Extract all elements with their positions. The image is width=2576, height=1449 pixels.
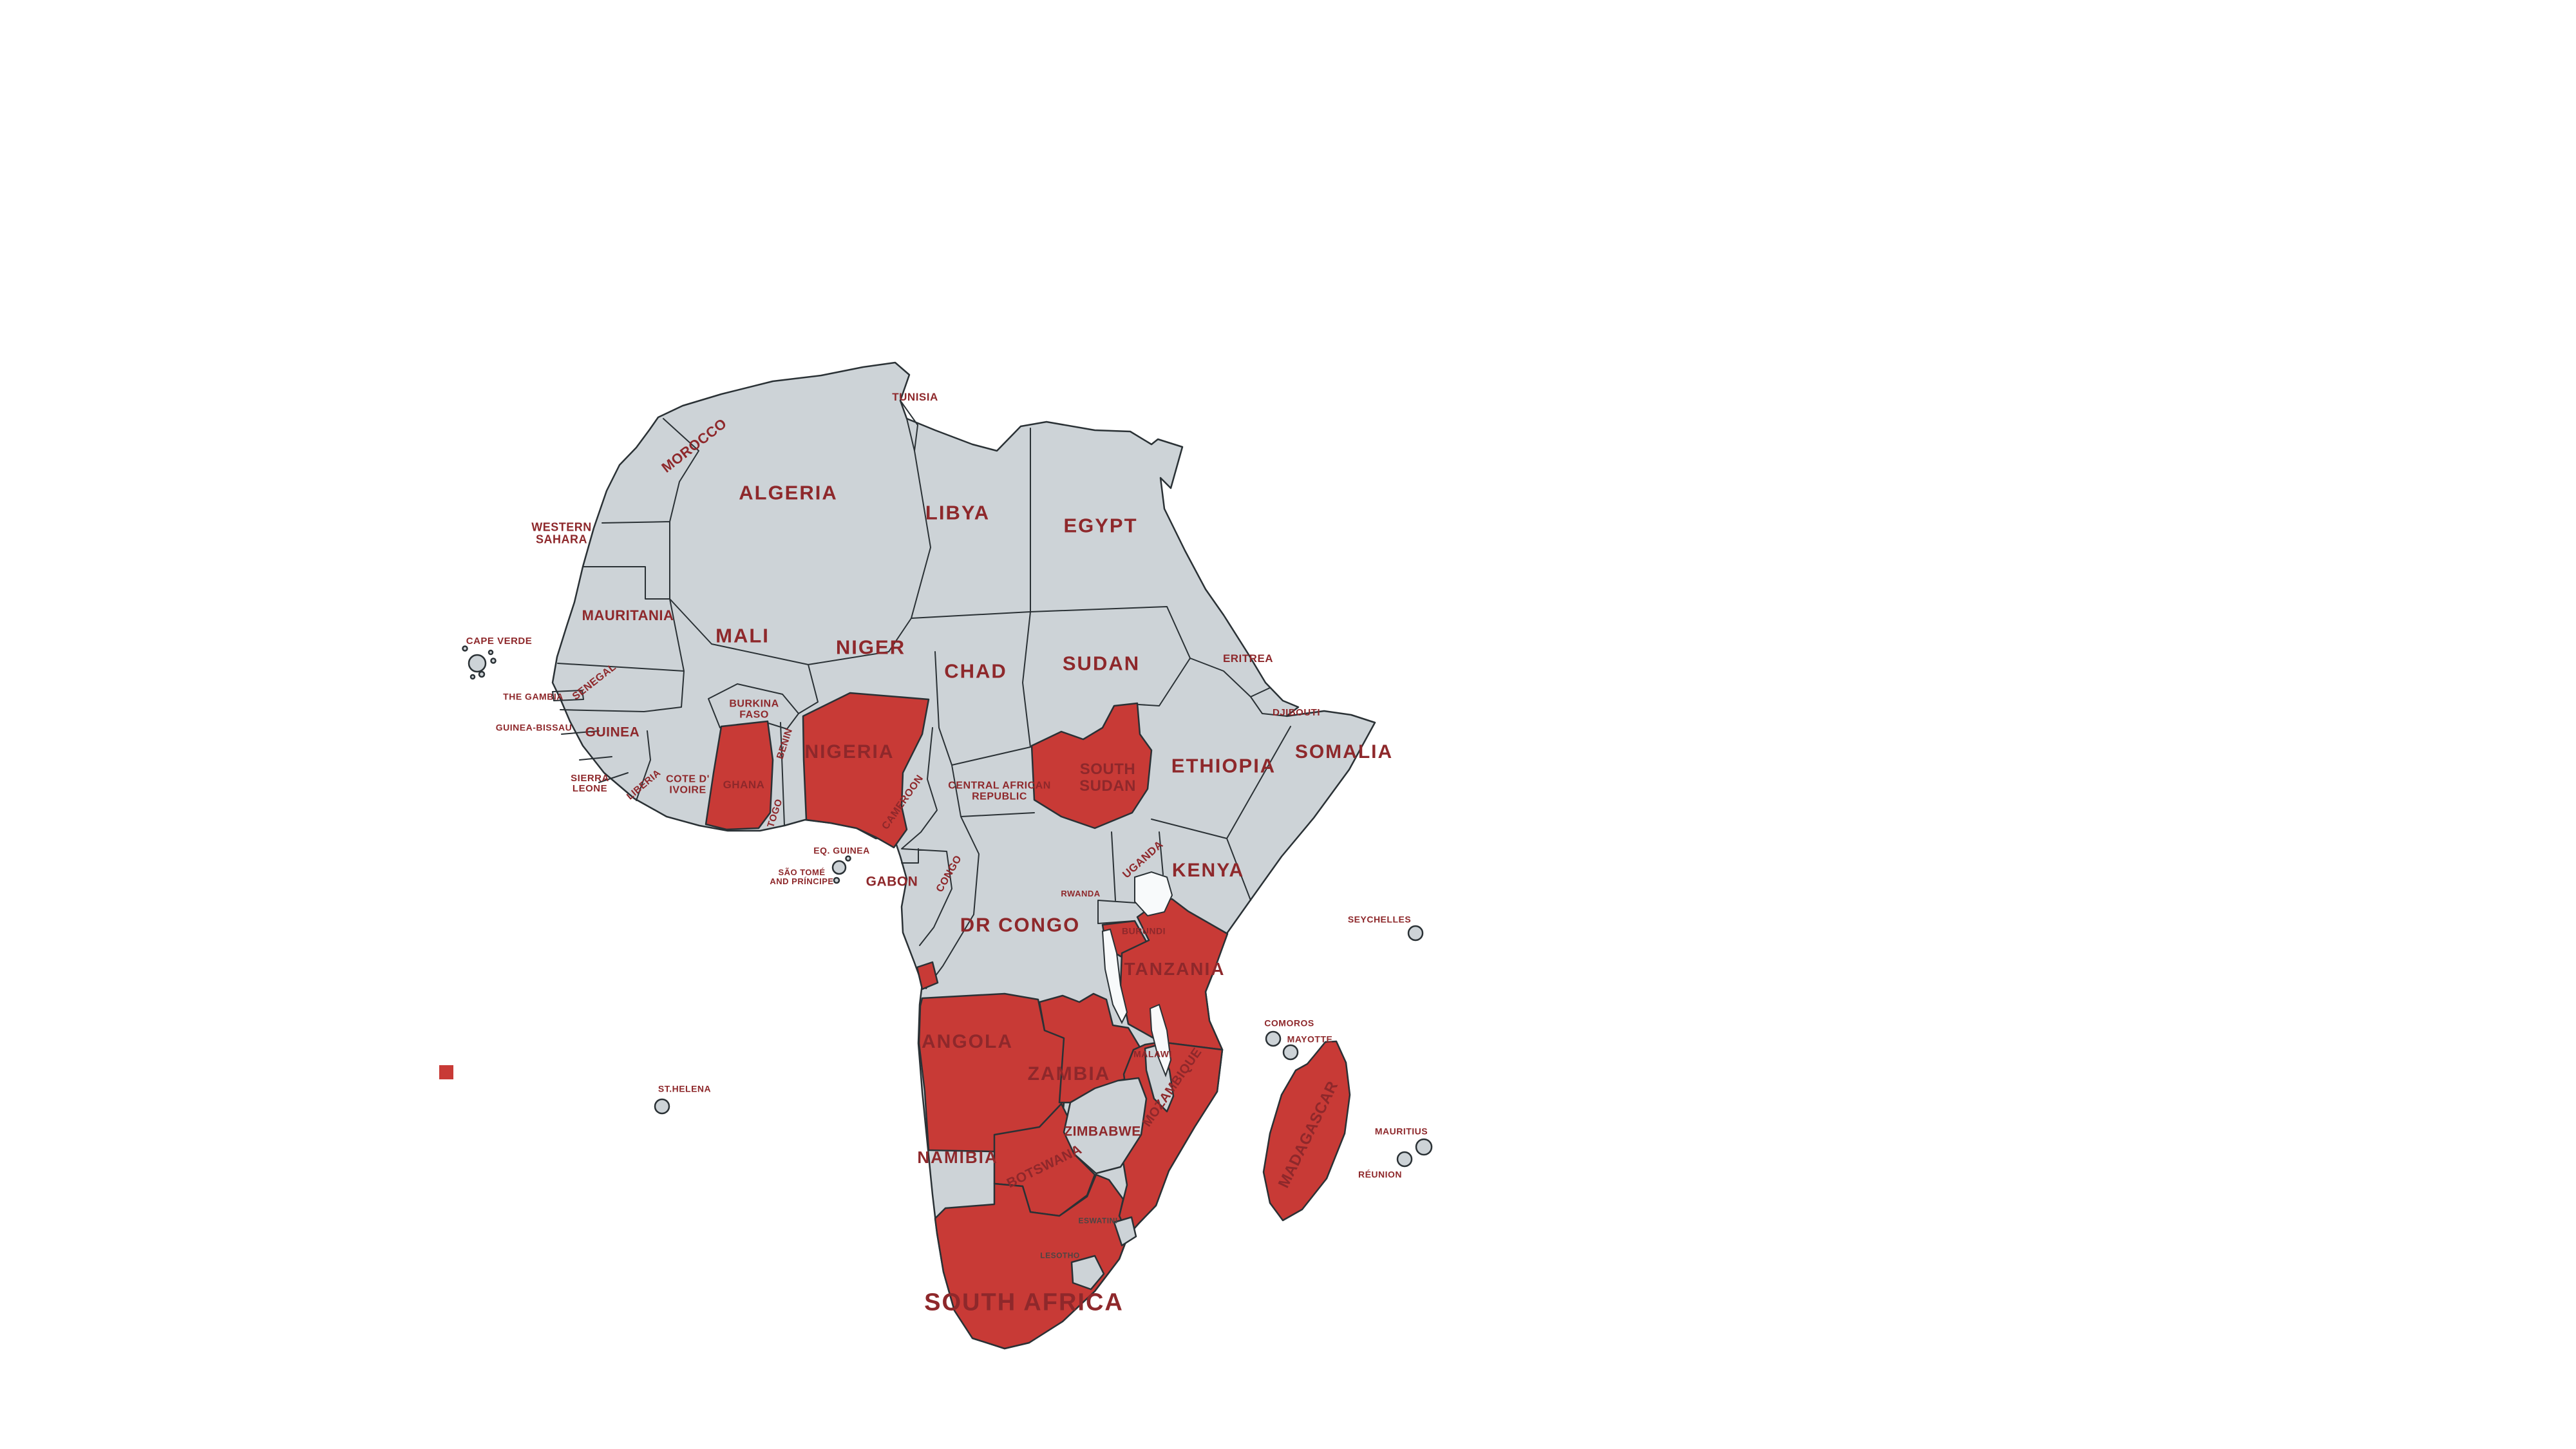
country-label-dr-congo: DR CONGO xyxy=(960,913,1081,936)
seychelles-island xyxy=(1407,925,1424,942)
country-label-western-sahara: WESTERN SAHARA xyxy=(531,520,592,546)
tanzania-shape xyxy=(1119,898,1229,1051)
country-label-seychelles: SEYCHELLES xyxy=(1347,914,1412,925)
country-label-ghana: GHANA xyxy=(723,778,765,791)
country-label-eritrea: ERITREA xyxy=(1222,652,1274,665)
madagascar-shape xyxy=(1262,1040,1351,1222)
country-label-cape-verde: CAPE VERDE xyxy=(466,635,533,647)
comoros-island xyxy=(1265,1030,1282,1047)
country-label-guinea-bissau: GUINEA-BISSAU xyxy=(495,722,573,733)
country-label-angola: ANGOLA xyxy=(922,1030,1013,1052)
country-label-mauritania: MAURITANIA xyxy=(582,607,674,624)
sao-tome-islands xyxy=(831,855,851,884)
country-label-st-helena: ST.HELENA xyxy=(658,1083,712,1094)
country-label-zimbabwe: ZIMBABWE xyxy=(1064,1124,1141,1139)
lake-victoria xyxy=(1134,871,1173,917)
country-borders xyxy=(552,400,1291,1218)
country-label-south-africa: SOUTH AFRICA xyxy=(924,1289,1124,1316)
country-label-zambia: ZAMBIA xyxy=(1027,1063,1111,1084)
south-sudan-shape xyxy=(1030,702,1153,829)
cape-verde-islands xyxy=(462,645,497,680)
country-label-rwanda: RWANDA xyxy=(1061,888,1101,898)
country-label-mayotte: MAYOTTE xyxy=(1287,1034,1333,1045)
country-label-sao-tome-and-principe: SÃO TOMÉ AND PRÍNCIPE xyxy=(770,867,834,886)
country-label-somalia: SOMALIA xyxy=(1294,741,1394,762)
country-label-tanzania: TANZANIA xyxy=(1124,958,1226,979)
country-label-comoros: COMOROS xyxy=(1264,1018,1314,1028)
country-label-guinea: GUINEA xyxy=(585,724,640,740)
country-label-lesotho: LESOTHO xyxy=(1040,1251,1080,1260)
country-label-central-african-republic: CENTRAL AFRICAN REPUBLIC xyxy=(948,780,1051,802)
reunion-island xyxy=(1396,1151,1413,1168)
country-label-libya: LIBYA xyxy=(925,501,990,524)
country-label-chad: CHAD xyxy=(944,659,1007,683)
south-africa-shape xyxy=(934,1173,1130,1350)
country-label-eswatini: ESWATINI xyxy=(1078,1216,1118,1226)
country-label-egypt: EGYPT xyxy=(1063,514,1138,537)
country-label-mauritius: MAURITIUS xyxy=(1374,1126,1428,1137)
lake-malawi xyxy=(1149,1003,1172,1077)
country-label-the-gambia: THE GAMBIA xyxy=(503,691,564,702)
country-label-djibouti: DJIBOUTI xyxy=(1272,706,1321,718)
country-label-sierra-leone: SIERRA LEONE xyxy=(571,772,609,794)
mauritius-island xyxy=(1415,1138,1433,1156)
country-label-burkina-faso: BURKINA FASO xyxy=(729,698,779,721)
country-label-mali: MALI xyxy=(715,624,770,647)
st-helena-island xyxy=(654,1098,670,1115)
lesotho-shape xyxy=(1070,1255,1105,1291)
country-label-ethiopia: ETHIOPIA xyxy=(1171,754,1276,777)
angola-cabinda-shape xyxy=(916,961,939,990)
eswatini-shape xyxy=(1113,1216,1137,1247)
ghana-shape xyxy=(705,720,774,831)
country-label-nigeria: NIGERIA xyxy=(804,741,895,762)
country-label-eq-guinea: EQ. GUINEA xyxy=(813,845,870,856)
country-label-sudan: SUDAN xyxy=(1062,652,1141,675)
country-label-algeria: ALGERIA xyxy=(739,481,838,504)
zimbabwe-shape xyxy=(1063,1077,1148,1175)
country-label-tunisia: TUNISIA xyxy=(892,390,938,403)
lake-tanganyika xyxy=(1101,928,1128,1025)
country-label-gabon: GABON xyxy=(866,874,918,889)
country-label-namibia: NAMIBIA xyxy=(917,1147,998,1167)
legend-swatch xyxy=(439,1065,453,1079)
country-label-niger: NIGER xyxy=(835,636,906,659)
mayotte-island xyxy=(1282,1044,1299,1061)
nigeria-shape xyxy=(802,692,930,849)
country-label-kenya: KENYA xyxy=(1171,859,1245,881)
country-label-burundi: BURUNDI xyxy=(1121,925,1166,936)
country-label-south-sudan: SOUTH SUDAN xyxy=(1079,761,1136,795)
country-label-malawi: MALAWI xyxy=(1133,1048,1172,1059)
country-label-cote-divoire: COTE D' IVOIRE xyxy=(666,773,710,796)
country-label-reunion: RÉUNION xyxy=(1358,1169,1403,1180)
